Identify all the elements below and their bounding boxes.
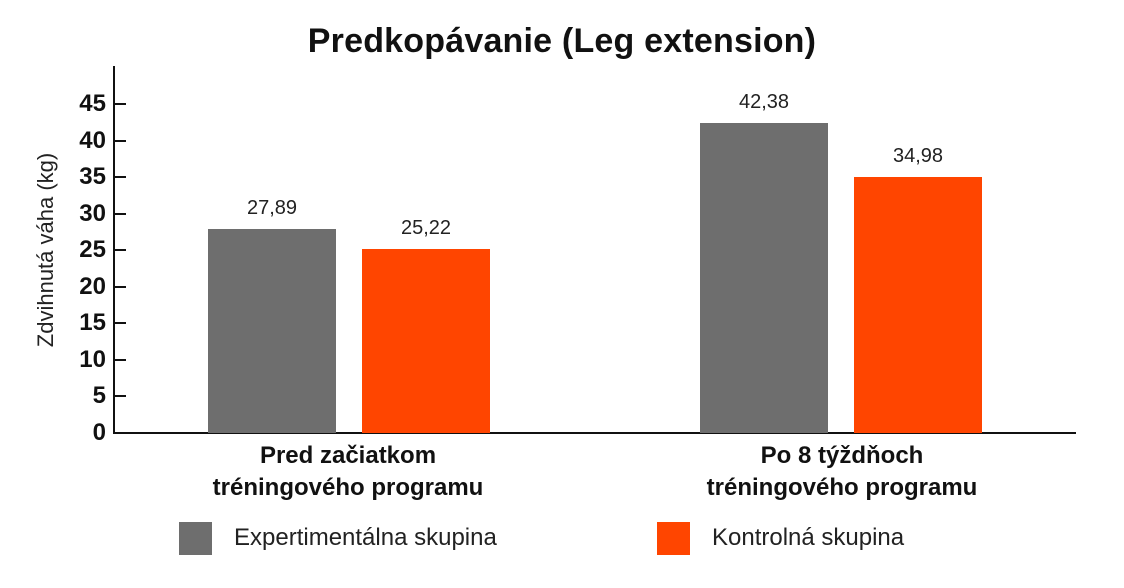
x-category-label-line: Pred začiatkom xyxy=(259,442,437,469)
y-tick xyxy=(114,249,126,252)
y-tick-label: 5 xyxy=(92,382,106,410)
y-tick xyxy=(114,103,126,105)
y-tick-label: 35 xyxy=(79,163,106,191)
legend-label: Kontrolná skupina xyxy=(712,524,905,551)
bar-value-label: 27,89 xyxy=(246,197,298,220)
y-tick-label: 45 xyxy=(79,90,106,117)
bar-experimental-1 xyxy=(700,123,828,433)
bar-experimental-0 xyxy=(208,229,336,433)
bar-value-label: 42,38 xyxy=(738,91,790,114)
legend-item: Kontrolná skupina xyxy=(657,518,904,558)
y-tick xyxy=(114,358,126,361)
x-category-label: Po 8 týždňoch tréningového programu xyxy=(662,440,1022,504)
x-axis-line xyxy=(113,432,1076,434)
legend-label: Expertimentálna skupina xyxy=(234,524,497,551)
y-tick-label: 25 xyxy=(79,236,106,264)
y-tick-label: 10 xyxy=(79,345,106,373)
y-tick-label: 20 xyxy=(79,272,106,300)
y-axis-label: Zdvihnutá váha (kg) xyxy=(33,152,58,348)
bar-value-label: 25,22 xyxy=(400,216,452,239)
x-category-label-line: Po 8 týždňoch xyxy=(760,442,924,469)
y-tick xyxy=(114,285,126,288)
chart-title: Predkopávanie (Leg extension) xyxy=(307,22,817,60)
x-category-label: Pred začiatkom tréningového programu xyxy=(168,440,528,504)
y-tick-label: 40 xyxy=(79,126,106,154)
y-tick xyxy=(114,212,126,215)
bar-value-label: 34,98 xyxy=(892,145,944,168)
bar-control-1 xyxy=(854,177,982,433)
bar-control-0 xyxy=(362,248,490,433)
legend-swatch-icon xyxy=(657,521,690,555)
legend-item: Expertimentálna skupina xyxy=(179,518,497,558)
y-tick-label: 30 xyxy=(79,199,106,227)
y-tick-label: 15 xyxy=(79,309,106,337)
y-tick xyxy=(114,139,126,142)
x-category-label-line: tréningového programu xyxy=(706,474,978,501)
y-tick-label: 0 xyxy=(92,419,106,446)
legend-swatch-icon xyxy=(179,521,212,555)
y-tick xyxy=(114,395,126,398)
x-category-label-line: tréningového programu xyxy=(212,474,484,501)
y-tick xyxy=(114,176,126,179)
y-tick xyxy=(114,322,126,325)
